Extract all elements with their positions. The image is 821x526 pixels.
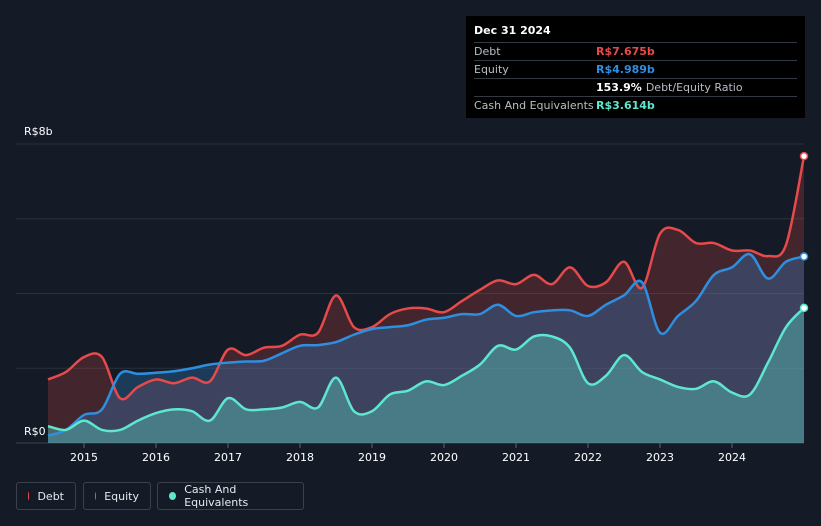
legend-equity-label: Equity: [104, 489, 139, 503]
x-tick-label: 2022: [574, 451, 602, 464]
tooltip-equity-row: Equity R$4.989b: [474, 60, 797, 78]
tooltip-equity-label: Equity: [474, 63, 509, 76]
legend-debt-dot: [28, 492, 30, 500]
x-tick-label: 2023: [646, 451, 674, 464]
tooltip-cash-value: R$3.614b: [596, 99, 655, 112]
legend-cash-dot: [169, 492, 177, 500]
legend-cash[interactable]: Cash And Equivalents: [157, 482, 304, 510]
y-axis-max-label: R$8b: [24, 125, 53, 138]
tooltip-date: Dec 31 2024: [474, 24, 551, 37]
tooltip-debt-row: Debt R$7.675b: [474, 42, 797, 60]
gridlines: [16, 143, 804, 444]
cash-area: [48, 307, 804, 443]
cash-line: [47, 307, 805, 433]
debt-area: [48, 156, 804, 443]
x-tick-label: 2019: [358, 451, 386, 464]
tooltip-ratio-label: Debt/Equity Ratio: [645, 81, 743, 94]
series-areas: [48, 156, 804, 443]
x-tick-label: 2015: [70, 451, 98, 464]
x-tick-label: 2021: [502, 451, 530, 464]
legend-cash-label: Cash And Equivalents: [184, 483, 249, 509]
legend-debt-label: Debt: [37, 489, 64, 503]
tooltip-equity-value: R$4.989b: [596, 63, 655, 76]
legend-debt[interactable]: Debt: [16, 482, 76, 510]
x-tick-label: 2016: [142, 451, 170, 464]
tooltip-debt-label: Debt: [474, 45, 501, 58]
x-axis-ticks: 2015 2016 2017 2018 2019 2020 2021 2022 2023 2024: [70, 443, 746, 464]
tooltip-cash-label: Cash And Equivalents: [474, 99, 594, 112]
equity-line: [47, 252, 805, 437]
tooltip-debt-value: R$7.675b: [596, 45, 655, 58]
legend-equity[interactable]: Equity: [83, 482, 151, 510]
end-markers: [799, 151, 809, 313]
tooltip-ratio-value: 153.9%: [596, 81, 642, 94]
equity-end-marker: [799, 252, 809, 261]
y-axis-min-label: R$0: [24, 425, 46, 438]
x-tick-label: 2024: [718, 451, 746, 464]
x-tick-label: 2018: [286, 451, 314, 464]
debt-end-marker: [799, 151, 809, 161]
tooltip-cash-row: Cash And Equivalents R$3.614b: [474, 96, 797, 114]
legend-equity-dot: [95, 492, 97, 500]
x-tick-label: 2020: [430, 451, 458, 464]
series-lines: [47, 155, 806, 437]
cash-end-marker: [799, 303, 809, 313]
debt-line: [47, 155, 806, 401]
x-tick-label: 2017: [214, 451, 242, 464]
tooltip-ratio-row: 153.9% Debt/Equity Ratio: [474, 78, 797, 96]
tooltip-panel: Dec 31 2024 Debt R$7.675b Equity R$4.989…: [466, 16, 805, 118]
